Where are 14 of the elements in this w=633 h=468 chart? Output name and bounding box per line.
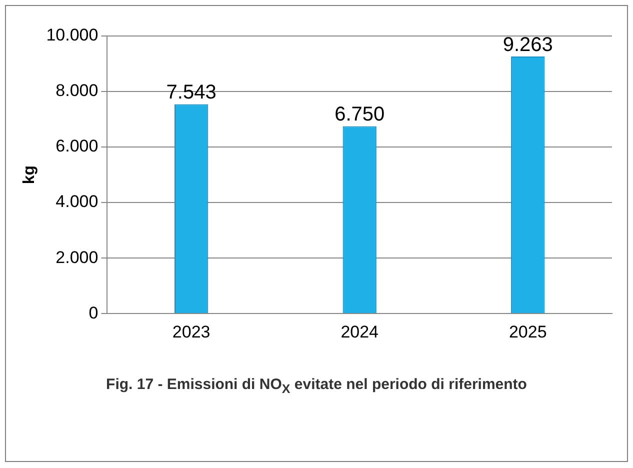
y-tick-label: 0 xyxy=(88,303,98,322)
y-axis-title: kg xyxy=(21,165,38,184)
x-tick-label: 2023 xyxy=(172,322,210,342)
y-tick-label: 4.000 xyxy=(56,192,98,212)
data-label: 7.543 xyxy=(166,82,216,104)
y-tick-label: 10.000 xyxy=(46,26,98,45)
x-tick-label: 2024 xyxy=(340,322,379,342)
y-tick-label: 8.000 xyxy=(56,81,98,100)
y-tick-label: 2.000 xyxy=(56,248,98,267)
text: Fig. 17 - Emissioni di NO$_{X}$ evitate nel periodo di riferimento xyxy=(105,375,528,398)
x-tick-label: 2025 xyxy=(508,322,547,342)
data-label: 9.263 xyxy=(502,34,553,56)
y-tick-label: 6.000 xyxy=(56,136,98,156)
data-label: 6.750 xyxy=(334,104,385,126)
